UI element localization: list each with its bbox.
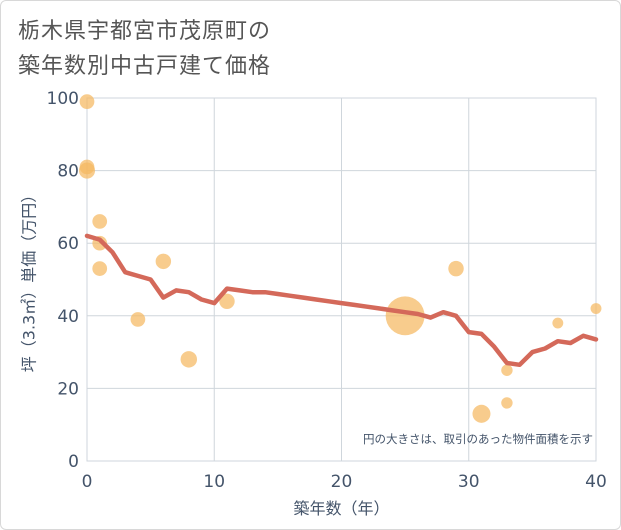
y-tick-label: 40: [57, 307, 79, 327]
y-tick-label: 0: [68, 452, 79, 472]
y-tick-label: 100: [47, 89, 79, 109]
trend-line: [84, 233, 599, 368]
chart-title-line-1: 栃木県宇都宮市茂原町の: [18, 19, 272, 44]
bubble-point: [501, 364, 513, 376]
y-tick-label: 60: [57, 234, 79, 254]
x-tick-label: 0: [82, 472, 93, 492]
y-axis-title: 坪（3.3㎡）単価（万円）: [20, 187, 39, 372]
x-tick-label: 10: [203, 472, 225, 492]
bubble-point: [219, 293, 235, 309]
y-tick-label: 20: [57, 379, 79, 399]
bubble-point: [78, 162, 96, 179]
bubble-point: [92, 214, 108, 229]
bubble-point: [92, 261, 108, 276]
x-tick-label: 20: [331, 472, 353, 492]
x-axis-title: 築年数（年）: [293, 499, 389, 518]
bubble-point: [79, 94, 95, 109]
grid-lines: [86, 97, 597, 462]
x-tick-label: 30: [458, 472, 480, 492]
bubble-point: [155, 253, 172, 270]
bubble-size-note: 円の大きさは、取引のあった物件面積を示す: [363, 432, 593, 446]
chart-title-line-2: 築年数別中古戸建て価格: [18, 54, 272, 79]
bubble-point: [180, 351, 198, 368]
tick-labels: 0 10 20 30 40 0 20 40 60 80 100: [47, 89, 607, 492]
bubble-point: [590, 303, 602, 314]
plot-area-border: [86, 97, 597, 462]
bubble-point: [472, 404, 491, 423]
bubble-point: [501, 397, 513, 409]
trend-series: [84, 233, 599, 368]
chart-title: 栃木県宇都宮市茂原町の 築年数別中古戸建て価格: [18, 14, 271, 84]
bubble-point: [385, 296, 425, 336]
bubble-series: [78, 94, 602, 423]
bubble-point: [552, 317, 564, 329]
y-tick-label: 80: [57, 162, 79, 182]
bubble-point: [448, 260, 464, 277]
x-tick-label: 40: [585, 472, 607, 492]
bubble-point: [130, 312, 146, 327]
